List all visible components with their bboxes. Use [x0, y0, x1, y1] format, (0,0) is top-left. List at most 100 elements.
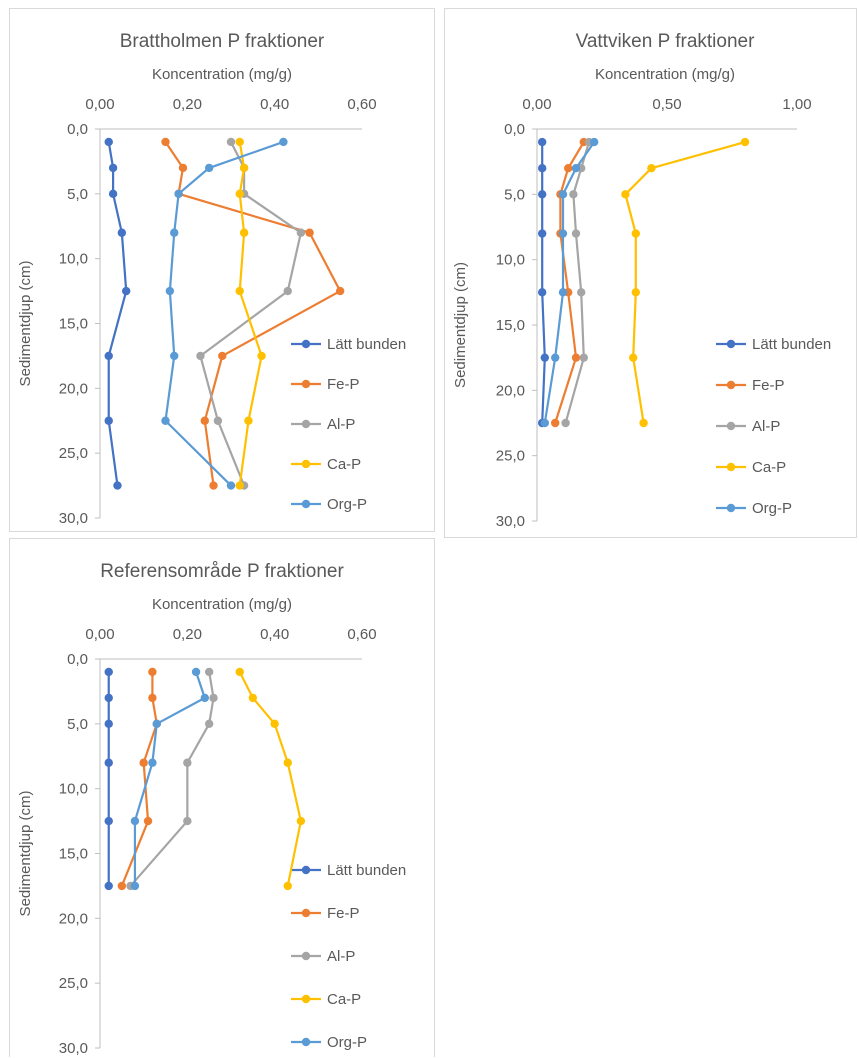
- series-line: [164, 140, 284, 487]
- data-point: [117, 881, 127, 891]
- legend-marker: [301, 908, 311, 918]
- x-axis-label: Koncentration (mg/g): [152, 596, 292, 613]
- series-line: [120, 671, 158, 887]
- data-point: [183, 758, 192, 767]
- data-point: [571, 353, 581, 362]
- legend-marker: [726, 380, 736, 390]
- data-point: [631, 229, 640, 238]
- chart-brattholmen: Brattholmen P fraktioner Koncentration (m…: [17, 31, 406, 527]
- data-point: [235, 189, 244, 199]
- data-point: [226, 481, 236, 490]
- x-tick-label: 0,20: [173, 626, 202, 643]
- data-point: [165, 286, 175, 296]
- y-tick-label: 30,0: [496, 513, 525, 530]
- legend-label: Ca-P: [327, 456, 361, 473]
- legend-label: Ca-P: [327, 991, 361, 1008]
- legend-label: Al-P: [752, 418, 780, 435]
- x-tick-label: 0,00: [85, 626, 114, 643]
- data-point: [113, 481, 122, 490]
- data-point: [191, 667, 201, 677]
- y-tick-label: 5,0: [67, 716, 88, 733]
- data-point: [204, 163, 214, 173]
- data-point: [130, 816, 140, 826]
- data-point: [209, 481, 218, 490]
- data-point: [631, 288, 640, 297]
- data-point: [551, 418, 560, 428]
- data-point: [279, 137, 288, 147]
- chart-panel-referensomrade: Referensområde P fraktioner Koncentration…: [9, 538, 435, 1057]
- data-point: [139, 758, 148, 767]
- legend-marker: [301, 994, 311, 1004]
- data-point: [270, 719, 279, 729]
- data-point: [540, 418, 549, 428]
- y-tick-label: 25,0: [496, 448, 525, 465]
- data-point: [235, 286, 244, 296]
- data-point: [204, 719, 214, 729]
- data-point: [183, 816, 192, 826]
- data-point: [122, 286, 131, 296]
- x-axis-label: Koncentration (mg/g): [152, 66, 292, 83]
- data-point: [335, 286, 345, 296]
- data-point: [621, 190, 630, 199]
- data-point: [108, 163, 118, 173]
- y-tick-label: 15,0: [59, 846, 88, 863]
- data-point: [248, 693, 258, 703]
- y-tick-label: 10,0: [59, 781, 88, 798]
- legend-label: Lätt bunden: [327, 336, 406, 353]
- legend-label: Fe-P: [327, 376, 360, 393]
- data-point: [629, 353, 638, 362]
- legend-label: Org-P: [752, 500, 792, 517]
- data-point: [558, 288, 568, 297]
- x-tick-label: 0,60: [347, 96, 376, 113]
- legend-marker: [301, 379, 311, 389]
- legend-label: Fe-P: [327, 905, 360, 922]
- y-tick-label: 20,0: [59, 380, 88, 397]
- legend-marker: [301, 459, 311, 469]
- data-point: [569, 190, 578, 199]
- data-point: [538, 288, 547, 297]
- series-line: [624, 141, 746, 424]
- legend-marker: [301, 339, 311, 349]
- data-point: [152, 719, 161, 729]
- data-point: [104, 351, 113, 361]
- data-point: [571, 229, 581, 238]
- data-point: [104, 693, 113, 703]
- y-tick-label: 0,0: [504, 121, 525, 138]
- data-point: [104, 758, 113, 767]
- data-point: [161, 416, 170, 425]
- legend-marker: [301, 1037, 311, 1047]
- legend-marker: [301, 951, 311, 961]
- x-axis-label: Koncentration (mg/g): [595, 66, 735, 83]
- legend-label: Fe-P: [752, 377, 785, 394]
- data-point: [170, 351, 179, 361]
- legend-label: Lätt bunden: [752, 336, 831, 353]
- legend-label: Al-P: [327, 416, 355, 433]
- data-point: [174, 189, 183, 199]
- y-axis-label: Sedimentdjup (cm): [17, 791, 34, 917]
- y-tick-label: 20,0: [59, 910, 88, 927]
- legend-label: Org-P: [327, 1034, 367, 1051]
- data-point: [143, 816, 153, 826]
- chart-title: Vattviken P fraktioner: [576, 31, 756, 52]
- data-point: [551, 353, 560, 362]
- data-point: [244, 416, 253, 425]
- x-tick-label: 0,00: [522, 96, 551, 113]
- data-point: [235, 137, 244, 147]
- data-point: [108, 189, 118, 199]
- data-point: [639, 418, 648, 428]
- legend-label: Ca-P: [752, 459, 786, 476]
- chart-panel-brattholmen: Brattholmen P fraktioner Koncentration (m…: [9, 8, 435, 532]
- data-point: [561, 418, 570, 428]
- y-axis-label: Sedimentdjup (cm): [452, 262, 469, 388]
- data-point: [558, 190, 568, 199]
- data-point: [148, 693, 157, 703]
- data-point: [218, 351, 227, 361]
- y-tick-label: 20,0: [496, 382, 525, 399]
- data-point: [226, 137, 236, 147]
- legend-label: Al-P: [327, 948, 355, 965]
- data-point: [104, 137, 113, 147]
- x-tick-label: 0,00: [85, 96, 114, 113]
- data-point: [178, 163, 188, 173]
- data-point: [239, 228, 249, 237]
- data-point: [104, 416, 113, 425]
